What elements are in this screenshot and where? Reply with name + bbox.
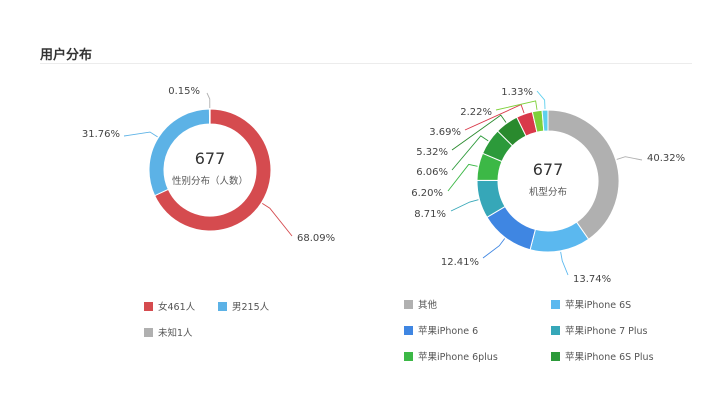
center-value: 677 bbox=[195, 149, 226, 168]
leader-line bbox=[616, 156, 643, 161]
legend-label: 其他 bbox=[418, 300, 438, 311]
leader-line bbox=[536, 90, 546, 110]
leader-line bbox=[560, 251, 569, 276]
percent-label: 5.32% bbox=[416, 147, 448, 158]
percent-label: 8.71% bbox=[414, 209, 446, 220]
legend-item[interactable]: 男215人 bbox=[218, 299, 269, 313]
legend-swatch bbox=[218, 301, 227, 311]
donut-slice bbox=[529, 221, 590, 253]
leader-line bbox=[451, 135, 489, 171]
legend-item[interactable]: 苹果iPhone 6S bbox=[551, 297, 631, 311]
legend-swatch bbox=[404, 299, 413, 309]
percent-label: 12.41% bbox=[441, 257, 479, 268]
legend-label: 男215人 bbox=[232, 302, 270, 313]
legend-swatch bbox=[404, 351, 413, 361]
legend-label: 未知1人 bbox=[158, 328, 193, 339]
legend-label: 苹果iPhone 7 Plus bbox=[565, 326, 648, 337]
legend-swatch bbox=[144, 327, 153, 337]
legend-label: 苹果iPhone 6plus bbox=[418, 352, 498, 363]
legend-item[interactable]: 其他 bbox=[404, 297, 437, 311]
percent-label: 6.06% bbox=[416, 167, 448, 178]
percent-label: 1.33% bbox=[501, 87, 533, 98]
legend-label: 苹果iPhone 6 bbox=[418, 326, 479, 337]
leader-line bbox=[123, 131, 158, 138]
leader-line bbox=[450, 199, 479, 212]
percent-label: 40.32% bbox=[647, 153, 685, 164]
donut-slice bbox=[208, 108, 211, 125]
center-label: 机型分布 bbox=[529, 186, 567, 198]
donut-slice bbox=[153, 108, 272, 232]
legend-item[interactable]: 苹果iPhone 7 Plus bbox=[551, 323, 648, 337]
legend-item[interactable]: 苹果iPhone 6 bbox=[404, 323, 478, 337]
leader-line bbox=[206, 92, 211, 109]
section-divider bbox=[40, 63, 692, 64]
legend-label: 苹果iPhone 6S Plus bbox=[565, 352, 654, 363]
legend-item[interactable]: 苹果iPhone 6S Plus bbox=[551, 349, 654, 363]
leader-line bbox=[447, 163, 478, 192]
legend-label: 苹果iPhone 6S bbox=[565, 300, 632, 311]
percent-label: 6.20% bbox=[411, 188, 443, 199]
donut-slice bbox=[541, 109, 549, 132]
legend-item[interactable]: 未知1人 bbox=[144, 325, 193, 339]
legend-swatch bbox=[144, 301, 153, 311]
legend-swatch bbox=[551, 325, 560, 335]
leader-line bbox=[262, 202, 293, 237]
leader-line bbox=[451, 114, 507, 151]
leader-line bbox=[482, 238, 506, 259]
legend-item[interactable]: 苹果iPhone 6plus bbox=[404, 349, 498, 363]
legend-swatch bbox=[404, 325, 413, 335]
legend-swatch bbox=[551, 351, 560, 361]
percent-label: 0.15% bbox=[168, 86, 200, 97]
legend-label: 女461人 bbox=[158, 302, 196, 313]
percent-label: 2.22% bbox=[460, 107, 492, 118]
percent-label: 3.69% bbox=[429, 127, 461, 138]
center-label: 性别分布（人数） bbox=[172, 175, 248, 187]
leader-line bbox=[495, 100, 538, 111]
percent-label: 31.76% bbox=[82, 129, 120, 140]
section-title: 用户分布 bbox=[40, 48, 93, 63]
legend-swatch bbox=[551, 299, 560, 309]
center-value: 677 bbox=[533, 160, 564, 179]
legend-item[interactable]: 女461人 bbox=[144, 299, 195, 313]
percent-label: 68.09% bbox=[297, 233, 335, 244]
percent-label: 13.74% bbox=[573, 274, 611, 285]
